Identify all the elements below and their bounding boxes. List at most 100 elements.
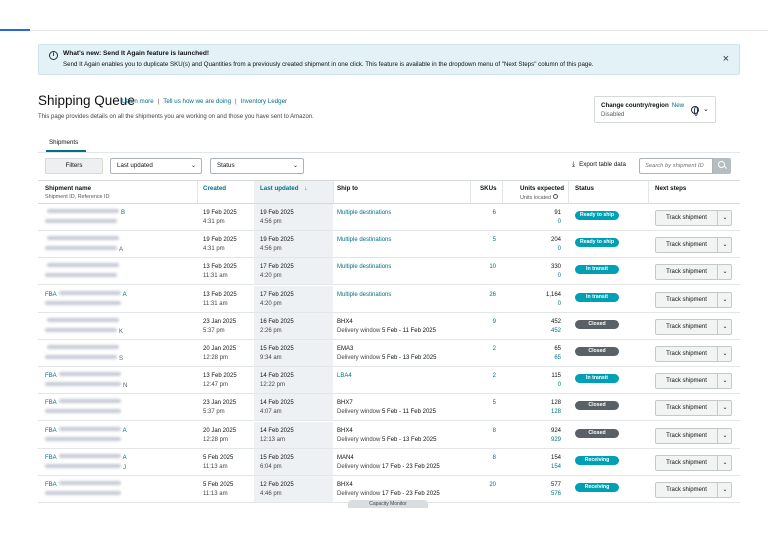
sku-count[interactable]: 9 bbox=[492, 318, 496, 325]
ship-to[interactable]: Multiple destinations bbox=[337, 291, 392, 298]
track-shipment-button[interactable]: Track shipment bbox=[656, 211, 718, 225]
units-located: 0 bbox=[557, 246, 561, 253]
chevron-down-icon[interactable]: ⌄ bbox=[722, 459, 728, 466]
chevron-down-icon[interactable]: ⌄ bbox=[722, 323, 728, 330]
units-located: 0 bbox=[557, 300, 561, 307]
redacted-text bbox=[47, 236, 119, 241]
track-shipment-button[interactable]: Track shipment bbox=[656, 428, 718, 443]
sort-select[interactable]: Last updated ⌄ bbox=[110, 158, 202, 174]
chevron-down-icon[interactable]: ⌄ bbox=[722, 487, 728, 493]
shipment-id[interactable]: FBA bbox=[45, 481, 123, 488]
status-select[interactable]: Status ⌄ bbox=[210, 158, 304, 174]
sku-count[interactable]: 5 bbox=[492, 237, 496, 244]
created-time: 5:37 pm bbox=[203, 409, 225, 416]
chevron-down-icon[interactable]: ⌄ bbox=[722, 405, 728, 412]
shipment-id[interactable] bbox=[45, 317, 121, 325]
sorted-column-highlight bbox=[254, 476, 333, 502]
col-last-updated[interactable]: Last updated ↓ bbox=[260, 185, 308, 192]
sku-count[interactable]: 8 bbox=[492, 427, 496, 434]
reference-id: J bbox=[45, 463, 126, 471]
redacted-text bbox=[45, 409, 121, 414]
sku-count[interactable]: 8 bbox=[492, 454, 496, 461]
shipment-id[interactable]: FBA A bbox=[45, 453, 127, 461]
col-status[interactable]: Status bbox=[575, 185, 594, 192]
chevron-down-icon[interactable]: ⌄ bbox=[722, 242, 728, 249]
search-input[interactable]: Search by shipment ID bbox=[639, 158, 713, 174]
close-icon[interactable]: × bbox=[722, 53, 729, 65]
redacted-text bbox=[58, 372, 121, 377]
table-row: FBA A J 5 Feb 2025 11:13 am 15 Feb 2025 6… bbox=[38, 448, 740, 476]
ship-to[interactable]: Multiple destinations bbox=[337, 237, 392, 244]
track-shipment-button[interactable]: Track shipment bbox=[656, 238, 718, 253]
created-date: 5 Feb 2025 bbox=[203, 454, 234, 461]
ship-to[interactable]: Multiple destinations bbox=[337, 210, 392, 216]
reference-id: A bbox=[45, 246, 123, 253]
sku-count[interactable]: 5 bbox=[492, 400, 496, 407]
sku-count[interactable]: 6 bbox=[492, 210, 496, 216]
info-icon: i bbox=[49, 51, 58, 60]
ship-to[interactable]: LBA4 bbox=[337, 373, 352, 380]
feedback-link[interactable]: Tell us how we are doing bbox=[163, 98, 232, 105]
shipment-id[interactable]: FBA bbox=[45, 372, 123, 379]
redacted-text bbox=[45, 273, 117, 278]
link-separator: | bbox=[157, 98, 160, 105]
created-time: 12:28 pm bbox=[203, 355, 229, 361]
sku-count[interactable]: 10 bbox=[489, 264, 496, 271]
sku-count[interactable]: 2 bbox=[492, 346, 496, 352]
chevron-down-icon[interactable]: ⌄ bbox=[722, 351, 728, 357]
redacted-text bbox=[45, 246, 117, 251]
shipment-id[interactable]: FBA A bbox=[45, 426, 127, 434]
created-date: 13 Feb 2025 bbox=[203, 264, 237, 271]
tab-shipments[interactable]: Shipments bbox=[49, 139, 79, 146]
shipment-id[interactable] bbox=[45, 236, 121, 243]
track-shipment-button[interactable]: Track shipment bbox=[656, 347, 718, 361]
shipment-id[interactable]: B bbox=[45, 209, 125, 216]
created-time: 11:31 am bbox=[203, 300, 228, 307]
redacted-text bbox=[45, 219, 117, 223]
arrow-down-icon: ↓ bbox=[304, 185, 308, 192]
shipment-id[interactable] bbox=[45, 263, 121, 270]
track-shipment-button[interactable]: Track shipment bbox=[656, 319, 718, 334]
shipment-id[interactable]: FBA A bbox=[45, 290, 127, 298]
track-shipment-button[interactable]: Track shipment bbox=[656, 374, 718, 389]
inventory-ledger-link[interactable]: Inventory Ledger bbox=[240, 98, 288, 105]
filters-button[interactable]: Filters bbox=[45, 158, 103, 174]
country-region-selector[interactable]: Change country/region New Disabled ⌄ bbox=[594, 96, 716, 123]
col-shipment-name[interactable]: Shipment name bbox=[45, 185, 92, 192]
chevron-down-icon[interactable]: ⌄ bbox=[722, 432, 728, 439]
search-icon[interactable] bbox=[713, 158, 731, 174]
col-units-expected[interactable]: Units expected bbox=[520, 185, 565, 192]
shipment-id[interactable]: FBA bbox=[45, 399, 123, 406]
chevron-down-icon[interactable]: ⌄ bbox=[722, 215, 728, 221]
track-shipment-button[interactable]: Track shipment bbox=[656, 401, 718, 416]
status-badge: Receiving bbox=[575, 455, 619, 465]
created-date: 20 Jan 2025 bbox=[203, 346, 237, 352]
col-created[interactable]: Created bbox=[203, 185, 227, 192]
reference-id: S bbox=[45, 355, 123, 362]
track-shipment-button-group: Track shipment ⌄ bbox=[655, 291, 732, 308]
created-date: 13 Feb 2025 bbox=[203, 373, 237, 380]
shipment-id[interactable] bbox=[45, 345, 121, 352]
track-shipment-button[interactable]: Track shipment bbox=[656, 455, 718, 470]
track-shipment-button[interactable]: Track shipment bbox=[656, 265, 718, 280]
chevron-down-icon[interactable]: ⌄ bbox=[722, 378, 728, 385]
chevron-down-icon[interactable]: ⌄ bbox=[722, 269, 728, 276]
units-expected: 1,164 bbox=[545, 291, 561, 298]
col-skus[interactable]: SKUs bbox=[480, 185, 497, 192]
ship-to[interactable]: Multiple destinations bbox=[337, 264, 392, 271]
chevron-down-icon[interactable]: ⌄ bbox=[722, 296, 728, 303]
track-shipment-button[interactable]: Track shipment bbox=[656, 292, 718, 307]
units-expected: 91 bbox=[554, 210, 561, 216]
track-shipment-button[interactable]: Track shipment bbox=[656, 483, 718, 497]
sku-count[interactable]: 2 bbox=[492, 373, 496, 380]
chevron-down-icon: ⌄ bbox=[292, 163, 298, 169]
sorted-column-highlight bbox=[254, 421, 333, 448]
globe-icon bbox=[691, 106, 699, 116]
capacity-monitor-tab[interactable]: Capacity Monitor bbox=[348, 500, 428, 508]
redacted-text bbox=[58, 399, 121, 404]
learn-more-link[interactable]: Learn more bbox=[122, 98, 154, 105]
col-ship-to[interactable]: Ship to bbox=[337, 185, 358, 192]
sku-count[interactable]: 20 bbox=[489, 482, 496, 488]
sku-count[interactable]: 26 bbox=[489, 291, 496, 298]
export-table-button[interactable]: ⤓ Export table data bbox=[572, 161, 626, 169]
